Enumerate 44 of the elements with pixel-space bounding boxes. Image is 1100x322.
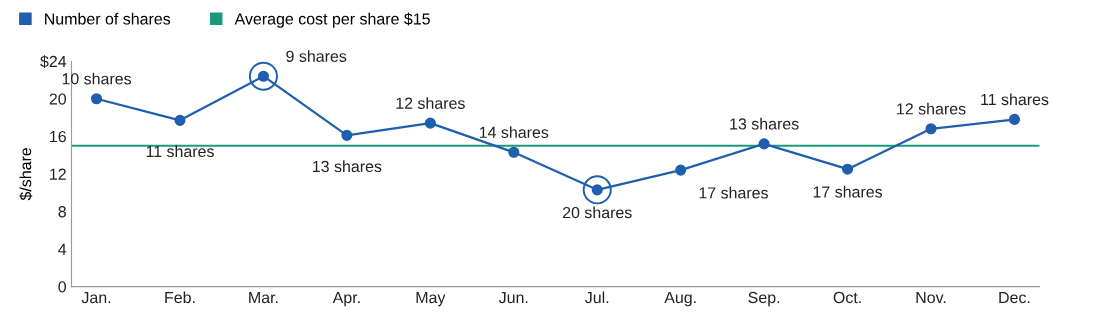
x-tick-label: Jan. [81, 292, 111, 304]
annotation: 17 shares [813, 185, 883, 198]
y-axis-title: $/share [19, 147, 33, 201]
point [842, 163, 854, 175]
y-tick-label: 4 [58, 243, 67, 255]
annotation: 17 shares [699, 186, 768, 199]
legend-label: Number of shares [45, 12, 171, 25]
y-tick-label: 16 [50, 130, 66, 143]
point [925, 123, 937, 135]
x-tick-label: Aug. [664, 292, 696, 307]
y-tick-label: 8 [58, 206, 66, 218]
point [758, 138, 770, 150]
annotation: 13 shares [730, 117, 799, 130]
x-tick-label: Mar. [249, 292, 278, 304]
point [424, 117, 436, 129]
annotation: 12 shares [897, 102, 966, 115]
point [90, 93, 103, 105]
x-tick-label: Apr. [332, 292, 360, 307]
annotation: 20 shares [562, 206, 632, 219]
y-tick-label: 12 [50, 168, 66, 180]
annotation: 14 shares [479, 126, 549, 139]
point [508, 146, 520, 158]
annotation: 9 shares [286, 50, 347, 62]
annotation: 13 shares [313, 160, 382, 173]
x-tick-label: May [416, 292, 446, 307]
x-tick-label: Jul. [585, 291, 609, 304]
annotation: 11 shares [981, 93, 1049, 106]
annotation: 12 shares [396, 97, 465, 109]
x-tick-label: Jun. [498, 292, 528, 304]
y-tick-label: 0 [58, 281, 67, 293]
x-tick-label: Nov. [916, 292, 946, 304]
annotation: 10 shares [62, 72, 132, 85]
x-tick-label: Oct. [833, 291, 861, 304]
point [675, 164, 687, 176]
legend-label: Average cost per share $15 [234, 12, 430, 28]
annotation: 11 shares [146, 145, 214, 158]
point [1008, 113, 1021, 125]
x-tick-label: Feb. [165, 291, 195, 304]
y-tick-label: 20 [49, 93, 67, 105]
y-tick-label: $24 [40, 55, 67, 69]
x-tick-label: Sep. [748, 291, 780, 307]
point [341, 129, 353, 141]
point [174, 114, 186, 126]
x-tick-label: Dec. [999, 292, 1030, 304]
